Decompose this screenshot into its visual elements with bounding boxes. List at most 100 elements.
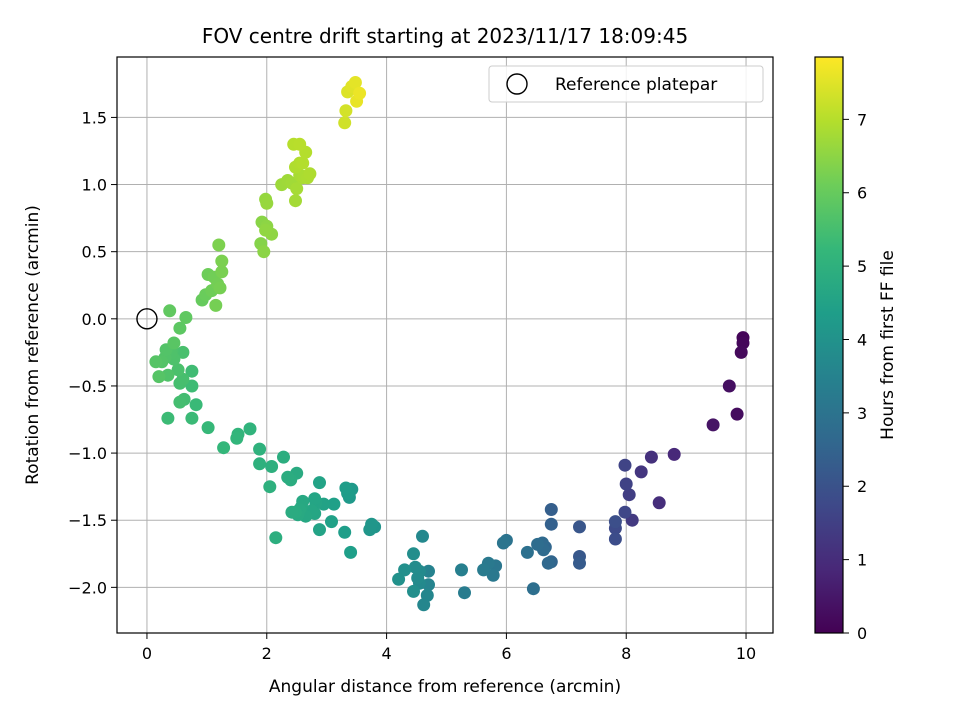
data-point bbox=[667, 447, 681, 461]
data-point bbox=[338, 525, 352, 539]
data-point bbox=[149, 355, 163, 369]
data-point bbox=[308, 492, 322, 506]
x-tick-label: 6 bbox=[501, 644, 511, 663]
x-tick-label: 4 bbox=[381, 644, 391, 663]
y-tick-label: −0.5 bbox=[68, 377, 107, 396]
data-point bbox=[411, 571, 425, 585]
data-point bbox=[171, 363, 185, 377]
data-point bbox=[734, 345, 748, 359]
colorbar bbox=[814, 56, 844, 634]
data-point bbox=[608, 515, 622, 529]
data-point bbox=[179, 311, 193, 324]
data-point bbox=[285, 505, 299, 519]
data-point bbox=[407, 547, 420, 561]
data-point bbox=[458, 586, 471, 600]
data-point bbox=[293, 137, 307, 151]
data-point bbox=[327, 497, 341, 511]
data-point bbox=[344, 545, 358, 559]
data-point bbox=[189, 398, 203, 412]
y-tick-label: 0.0 bbox=[82, 310, 107, 329]
data-point bbox=[363, 523, 377, 537]
colorbar-tick-label: 3 bbox=[857, 404, 867, 423]
data-point bbox=[325, 515, 338, 529]
data-point bbox=[289, 194, 302, 208]
legend-label: Reference platepar bbox=[555, 75, 717, 95]
y-tick-label: 1.5 bbox=[82, 108, 107, 127]
data-point bbox=[416, 529, 429, 543]
data-point bbox=[348, 76, 362, 89]
data-point bbox=[212, 238, 226, 252]
data-point bbox=[618, 458, 632, 472]
data-point bbox=[253, 442, 267, 456]
colorbar-ticks: 0 1 2 3 4 5 6 7 bbox=[843, 110, 867, 643]
y-tick-label: 1.0 bbox=[82, 176, 107, 195]
legend-reference-marker bbox=[506, 73, 528, 95]
y-tick-label: −1.0 bbox=[68, 444, 107, 463]
y-axis-label: Rotation from reference (arcmin) bbox=[23, 205, 43, 485]
x-tick-label: 8 bbox=[621, 644, 631, 663]
y-axis-ticks: −2.0 −1.5 −1.0 −0.5 0.0 0.5 1.0 1.5 bbox=[68, 108, 117, 597]
data-point bbox=[722, 379, 736, 393]
data-point bbox=[257, 245, 271, 259]
data-point bbox=[408, 560, 422, 574]
colorbar-tick-label: 2 bbox=[857, 477, 867, 496]
y-tick-label: 0.5 bbox=[82, 243, 107, 262]
plot-frame bbox=[116, 56, 774, 634]
data-point bbox=[296, 156, 310, 170]
data-point bbox=[263, 480, 277, 494]
reference-platepar-marker bbox=[136, 308, 158, 330]
data-point bbox=[185, 364, 199, 378]
data-point bbox=[407, 584, 420, 598]
data-point bbox=[706, 418, 720, 432]
data-point bbox=[230, 431, 244, 445]
data-point bbox=[634, 465, 648, 479]
x-tick-label: 0 bbox=[142, 644, 152, 663]
colorbar-tick-label: 7 bbox=[857, 110, 867, 129]
scatter-points bbox=[149, 76, 750, 612]
data-point bbox=[173, 395, 187, 409]
data-point bbox=[213, 281, 227, 295]
data-point bbox=[618, 505, 632, 519]
data-point bbox=[185, 411, 199, 425]
legend-box bbox=[488, 65, 764, 103]
data-point bbox=[573, 520, 586, 534]
data-point bbox=[622, 488, 636, 502]
data-point bbox=[339, 104, 353, 118]
data-point bbox=[619, 477, 633, 491]
x-axis-ticks: 0 2 4 6 8 10 bbox=[142, 633, 756, 663]
data-point bbox=[152, 370, 166, 384]
colorbar-tick-label: 1 bbox=[857, 551, 867, 570]
data-point bbox=[303, 167, 317, 181]
data-point bbox=[644, 450, 658, 464]
x-tick-label: 2 bbox=[262, 644, 272, 663]
x-axis-label: Angular distance from reference (arcmin) bbox=[269, 677, 621, 697]
data-point bbox=[422, 564, 435, 578]
y-tick-label: −2.0 bbox=[68, 578, 107, 597]
data-point bbox=[608, 532, 622, 546]
data-point bbox=[526, 582, 540, 596]
data-point bbox=[217, 441, 231, 455]
data-point bbox=[281, 470, 295, 484]
data-point bbox=[730, 407, 744, 421]
data-point bbox=[477, 563, 491, 577]
data-point bbox=[260, 196, 274, 210]
data-point bbox=[215, 254, 229, 268]
colorbar-tick-label: 0 bbox=[857, 624, 867, 643]
data-point bbox=[163, 304, 177, 318]
data-point bbox=[215, 265, 229, 279]
x-tick-label: 10 bbox=[736, 644, 756, 663]
data-point bbox=[353, 86, 367, 100]
data-point bbox=[201, 421, 215, 435]
data-point bbox=[398, 563, 412, 577]
data-point bbox=[269, 531, 283, 545]
data-point bbox=[290, 182, 304, 196]
data-point bbox=[265, 460, 279, 473]
y-tick-label: −1.5 bbox=[68, 511, 107, 530]
colorbar-tick-label: 4 bbox=[857, 330, 867, 349]
data-point bbox=[243, 422, 257, 436]
data-point bbox=[167, 336, 181, 350]
colorbar-tick-label: 6 bbox=[857, 184, 867, 203]
data-point bbox=[259, 223, 273, 237]
data-point bbox=[313, 476, 326, 490]
